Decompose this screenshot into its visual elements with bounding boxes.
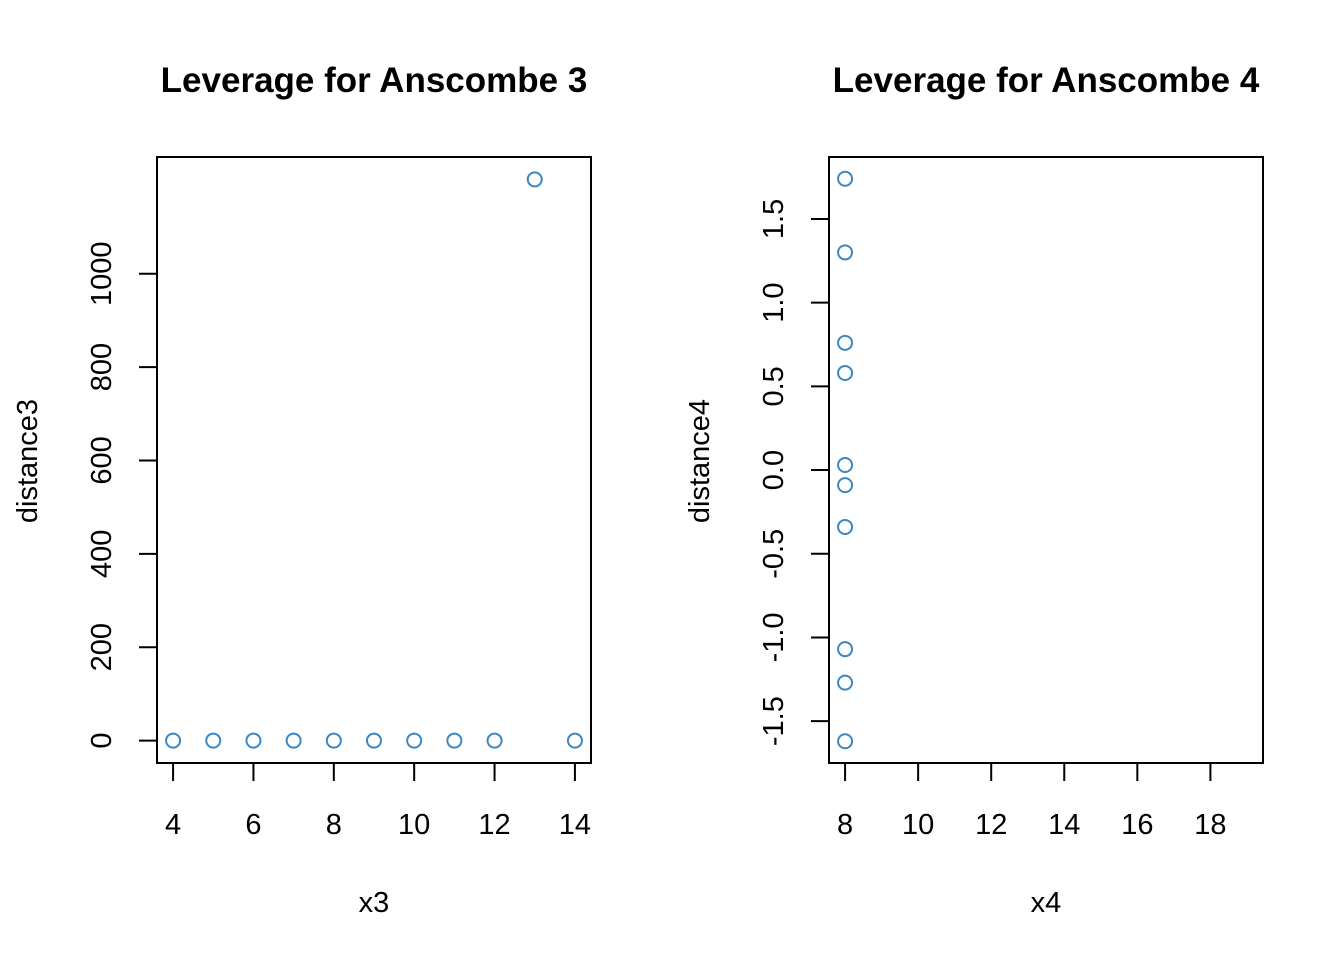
y-tick-label: 0.0: [758, 450, 790, 490]
y-tick-label: 0: [86, 733, 118, 749]
data-point: [245, 732, 262, 749]
x-axis-ticks: 8 10 12 14 16 18: [837, 762, 1227, 841]
data-point: [566, 732, 583, 749]
data-point: [366, 732, 382, 749]
data-point: [526, 171, 543, 188]
y-axis-label: distance4: [684, 399, 716, 523]
data-point: [837, 733, 854, 750]
data-points: [837, 170, 854, 750]
data-point: [325, 732, 342, 749]
y-tick-label: -0.5: [758, 529, 790, 579]
x-tick-label: 8: [837, 809, 853, 841]
data-point: [837, 477, 854, 494]
data-point: [285, 732, 302, 749]
data-point: [205, 732, 222, 749]
y-axis-ticks: 0 200 400 600 800 1000: [86, 241, 158, 749]
y-tick-label: 0.5: [758, 366, 790, 406]
data-point: [165, 732, 182, 749]
data-point: [837, 244, 854, 261]
x-tick-label: 14: [1048, 809, 1080, 841]
x-tick-label: 6: [245, 809, 261, 841]
data-point: [446, 732, 463, 749]
y-axis-ticks: -1.5 -1.0 -0.5 0.0 0.5 1.0 1.5: [758, 199, 830, 746]
data-point: [486, 732, 503, 749]
y-tick-label: 1.0: [758, 282, 790, 322]
y-tick-label: 1000: [86, 241, 118, 306]
x-axis-label: x3: [359, 887, 390, 919]
chart-panel-anscombe-4: Leverage for Anscombe 4 x4 distance4 8 10…: [684, 61, 1264, 919]
chart-panel-anscombe-3: Leverage for Anscombe 3 x3 distance3 4 6 8…: [12, 61, 592, 919]
data-point: [837, 170, 854, 187]
x-tick-label: 8: [326, 809, 342, 841]
y-tick-label: -1.0: [758, 612, 790, 662]
chart-title: Leverage for Anscombe 3: [161, 61, 588, 100]
y-tick-label: -1.5: [758, 696, 790, 746]
x-axis-ticks: 4 6 8 10 12 14: [165, 762, 591, 841]
y-axis-label: distance3: [12, 399, 44, 523]
x-tick-label: 14: [559, 809, 591, 841]
y-tick-label: 1.5: [758, 199, 790, 239]
data-point: [837, 334, 854, 351]
data-point: [837, 364, 854, 381]
data-point: [837, 674, 854, 691]
data-point: [837, 641, 854, 658]
x-tick-label: 16: [1121, 809, 1153, 841]
x-tick-label: 12: [975, 809, 1007, 841]
x-axis-label: x4: [1031, 887, 1062, 919]
x-tick-label: 10: [902, 809, 934, 841]
data-point: [837, 457, 854, 474]
x-tick-label: 18: [1194, 809, 1226, 841]
data-point: [837, 518, 854, 535]
y-tick-label: 800: [86, 343, 118, 391]
x-tick-label: 4: [165, 809, 181, 841]
data-points: [165, 171, 583, 749]
x-tick-label: 12: [478, 809, 510, 841]
data-point: [406, 732, 423, 749]
y-tick-label: 400: [86, 530, 118, 578]
y-tick-label: 600: [86, 436, 118, 484]
x-tick-label: 10: [398, 809, 430, 841]
chart-title: Leverage for Anscombe 4: [833, 61, 1260, 100]
y-tick-label: 200: [86, 623, 118, 671]
